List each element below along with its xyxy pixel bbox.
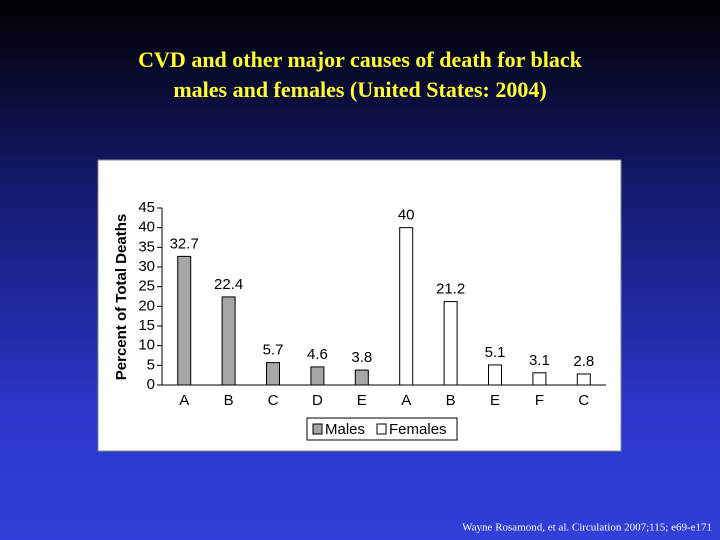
legend-label: Males (325, 421, 365, 438)
y-tick-label: 20 (138, 297, 155, 314)
chart-title: males and females (United States: 2004) (173, 77, 546, 102)
x-tick-label: C (268, 392, 279, 409)
x-tick-label: C (578, 392, 589, 409)
x-tick-label: A (401, 392, 411, 409)
chart-title: CVD and other major causes of death for … (138, 47, 582, 72)
x-tick-label: F (535, 392, 544, 409)
y-tick-label: 40 (138, 219, 155, 236)
legend-label: Females (389, 421, 447, 438)
value-label: 21.2 (436, 281, 465, 298)
y-tick-label: 10 (138, 337, 155, 354)
legend-swatch (376, 423, 387, 435)
bar (177, 255, 192, 386)
source: Wayne Rosamond, et al. Circulation 2007;… (462, 522, 712, 534)
bar (443, 301, 458, 386)
y-tick-label: 15 (138, 317, 155, 334)
x-tick-label: A (179, 392, 189, 409)
bar (532, 372, 547, 386)
value-label: 22.4 (214, 276, 243, 293)
value-label: 5.7 (263, 342, 284, 359)
bar (310, 366, 325, 386)
y-axis-label: Percent of Total Deaths (113, 214, 130, 380)
value-label: 3.8 (351, 349, 372, 366)
y-tick-label: 30 (138, 258, 155, 275)
y-tick-label: 0 (147, 376, 155, 393)
legend-swatch (312, 423, 323, 435)
bar (488, 364, 502, 386)
y-tick-label: 45 (138, 199, 155, 216)
y-tick-label: 5 (147, 356, 155, 373)
bar (576, 373, 591, 386)
x-tick-label: B (224, 392, 234, 409)
value-label: 32.7 (170, 235, 199, 252)
value-label: 5.1 (485, 344, 506, 361)
value-label: 40 (398, 207, 415, 224)
x-tick-label: B (446, 392, 456, 409)
bar (399, 227, 414, 386)
x-tick-label: E (357, 392, 367, 409)
x-tick-label: E (490, 392, 500, 409)
bar (221, 296, 236, 386)
value-label: 4.6 (307, 346, 328, 363)
bar (354, 369, 369, 386)
value-label: 3.1 (529, 352, 550, 369)
x-tick-label: D (312, 392, 323, 409)
y-tick-label: 35 (138, 238, 155, 255)
y-tick-label: 25 (138, 278, 155, 295)
value-label: 2.8 (573, 353, 594, 370)
bar (266, 362, 280, 386)
